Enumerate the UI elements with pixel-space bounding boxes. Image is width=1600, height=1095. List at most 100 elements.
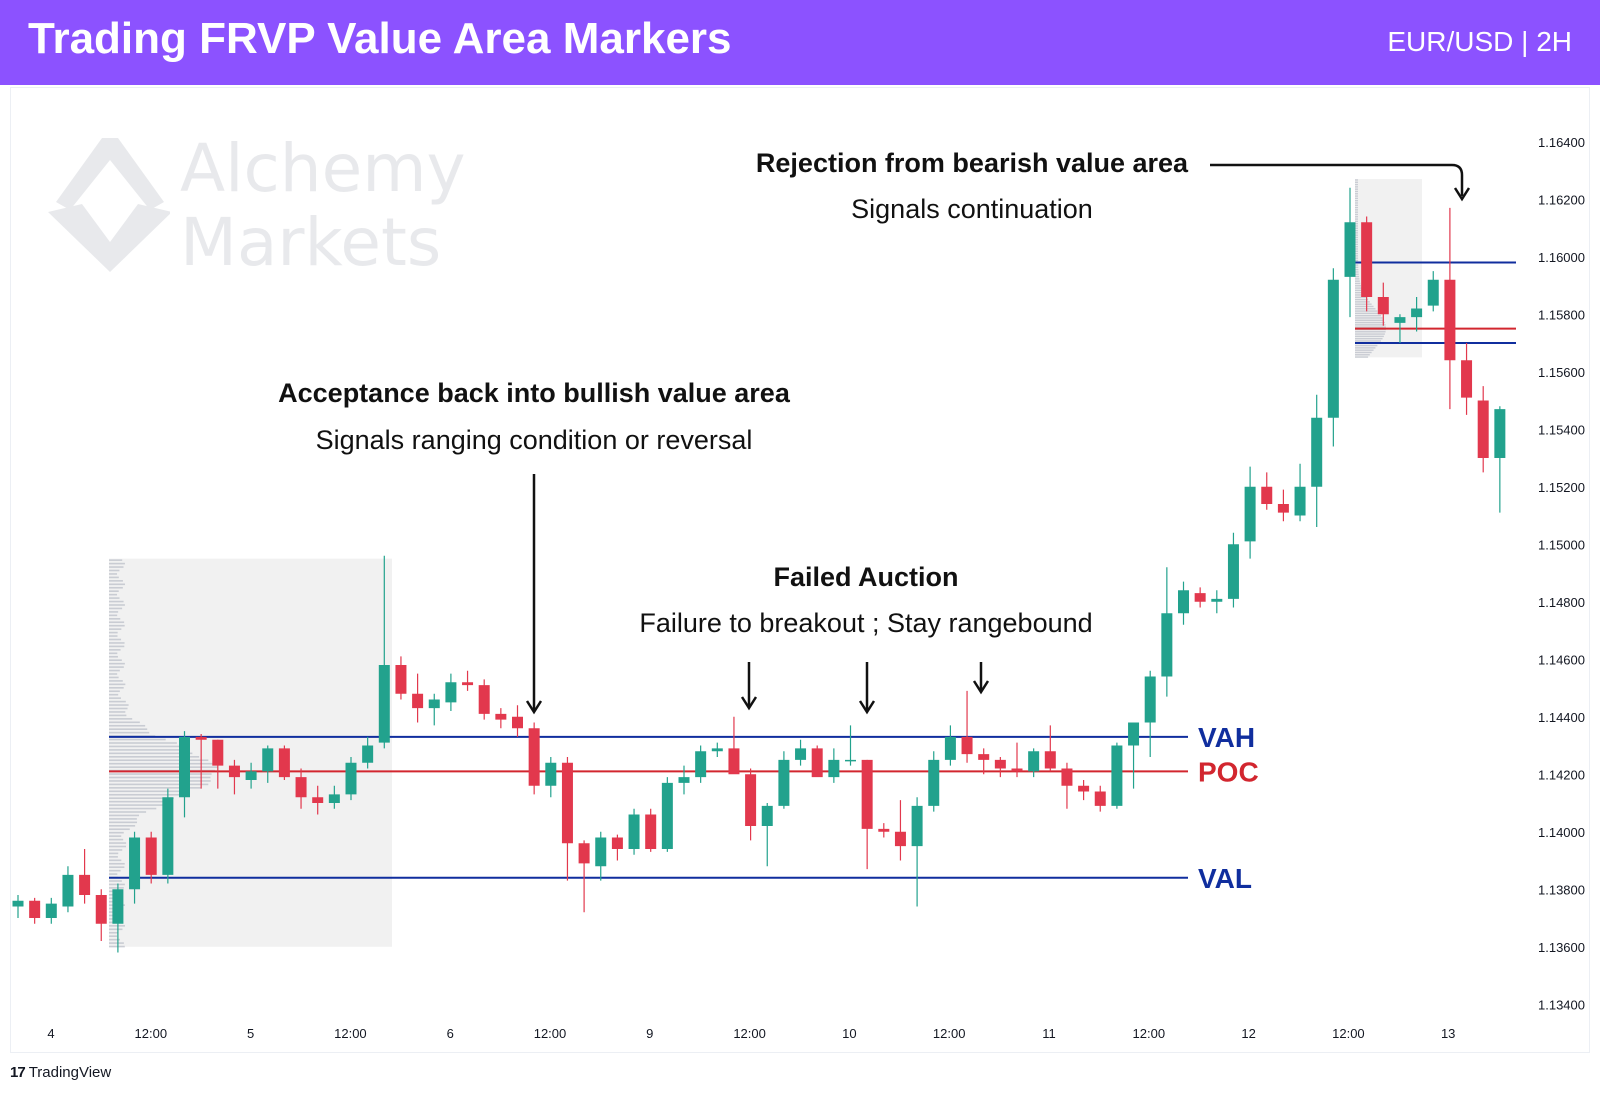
volume-profile-bar	[109, 676, 119, 679]
arrow-failed-auction-2-head	[858, 700, 876, 715]
volume-profile-bar	[1355, 340, 1381, 342]
volume-profile-bar	[109, 731, 150, 734]
x-axis-tick-label: 12:00	[534, 1026, 567, 1041]
volume-profile-bar	[109, 700, 126, 703]
candle-body	[1061, 768, 1073, 786]
candle-body	[1327, 279, 1339, 418]
volume-profile-bar	[109, 638, 122, 641]
volume-profile-bar	[1355, 273, 1359, 275]
candle-body	[611, 837, 623, 849]
volume-profile-bar	[1355, 190, 1358, 193]
volume-profile-bar	[109, 590, 119, 592]
candle-body	[861, 759, 873, 829]
candle-body	[445, 682, 457, 703]
candle-body	[228, 765, 240, 778]
volume-profile-bar	[1355, 289, 1363, 292]
volume-profile-bar	[109, 566, 124, 568]
candle-body	[29, 900, 41, 918]
candle-body	[528, 728, 540, 786]
volume-profile-bar	[1355, 222, 1358, 225]
candle-body	[745, 774, 757, 826]
volume-profile-bar	[109, 807, 157, 810]
candle-body	[1211, 598, 1223, 602]
y-axis-tick-label: 1.14600	[1538, 652, 1585, 667]
volume-profile-bar	[109, 766, 218, 768]
volume-profile-bar	[109, 718, 133, 720]
volume-profile-bar	[1355, 232, 1359, 234]
candle-body	[12, 900, 24, 907]
volume-profile-bar	[109, 814, 140, 817]
volume-profile-bar	[1355, 250, 1359, 252]
candle-body	[428, 699, 440, 709]
volume-profile-bar	[1355, 218, 1358, 220]
volume-profile-bar	[1355, 183, 1358, 186]
candle-body	[1128, 722, 1140, 746]
volume-profile-bar	[109, 635, 118, 637]
x-axis-tick-label: 11	[1042, 1026, 1056, 1041]
volume-profile-bar	[109, 690, 120, 693]
volume-profile-bar	[109, 655, 118, 658]
volume-profile-bar	[1355, 229, 1359, 232]
watermark-line-2: Markets	[180, 204, 442, 281]
candle-body	[312, 797, 324, 803]
y-axis-tick-label: 1.15800	[1538, 307, 1585, 322]
volume-profile-bar	[109, 797, 174, 799]
volume-profile-bar	[109, 828, 130, 831]
annotation-rejection-subtitle: Signals continuation	[851, 194, 1093, 224]
volume-profile-bar	[109, 831, 124, 834]
volume-profile-bar	[109, 859, 122, 862]
volume-profile-bar	[1355, 326, 1386, 328]
volume-profile-bar	[109, 600, 124, 603]
volume-profile-bar	[1355, 278, 1360, 280]
volume-profile-bar	[109, 707, 128, 710]
candle-body	[1477, 400, 1489, 458]
candle-body	[595, 837, 607, 867]
y-axis-tick-label: 1.16400	[1538, 135, 1585, 150]
arrow-acceptance-head	[525, 700, 543, 715]
candle-body	[129, 837, 141, 890]
volume-profile-bar	[109, 838, 124, 841]
volume-profile-bar	[1355, 312, 1380, 315]
volume-profile-bar	[109, 683, 126, 686]
volume-profile-bar	[109, 738, 166, 741]
volume-profile-bar	[1355, 305, 1374, 308]
chart-frame	[10, 87, 1590, 1053]
y-axis-tick-label: 1.15600	[1538, 365, 1585, 380]
volume-profile-bar	[1355, 188, 1358, 190]
candle-body	[828, 759, 840, 778]
candle-body	[212, 739, 224, 766]
volume-profile-bar	[109, 780, 211, 782]
volume-profile-bar	[109, 593, 118, 596]
y-axis-tick-label: 1.14200	[1538, 767, 1585, 782]
candle-body	[1461, 360, 1473, 398]
volume-profile-bar	[1355, 324, 1386, 326]
volume-profile-bar	[109, 597, 120, 599]
volume-profile-bar	[109, 756, 200, 758]
volume-profile-bar	[1355, 282, 1361, 285]
annotation-failed-auction-subtitle: Failure to breakout ; Stay rangebound	[639, 608, 1092, 638]
volume-profile-bar	[109, 576, 119, 579]
candle-body	[578, 843, 590, 864]
candle-body	[545, 762, 557, 786]
y-axis-tick-label: 1.15400	[1538, 422, 1585, 437]
volume-profile-bar	[109, 776, 211, 779]
volume-profile-bar	[1355, 319, 1384, 321]
candle-body	[1244, 486, 1256, 542]
volume-profile-bar	[109, 711, 126, 713]
x-axis-tick-label: 9	[646, 1026, 653, 1041]
volume-profile-bar	[1355, 268, 1359, 271]
volume-profile-bar	[109, 669, 120, 672]
annotation-failed-auction-title: Failed Auction	[773, 562, 958, 592]
volume-profile-bar	[109, 745, 185, 748]
volume-profile-bar	[109, 614, 118, 617]
candle-body	[1394, 317, 1406, 323]
volume-profile-bar	[1355, 333, 1385, 335]
annotation-rejection-title: Rejection from bearish value area	[756, 148, 1189, 178]
candle-body	[645, 814, 657, 849]
volume-profile-bar	[109, 800, 171, 803]
volume-profile-bar	[1355, 335, 1384, 338]
volume-profile-bar	[1355, 314, 1381, 317]
candle-body	[512, 716, 523, 729]
x-axis-tick-label: 12:00	[135, 1026, 168, 1041]
volume-profile-bar	[109, 783, 209, 786]
